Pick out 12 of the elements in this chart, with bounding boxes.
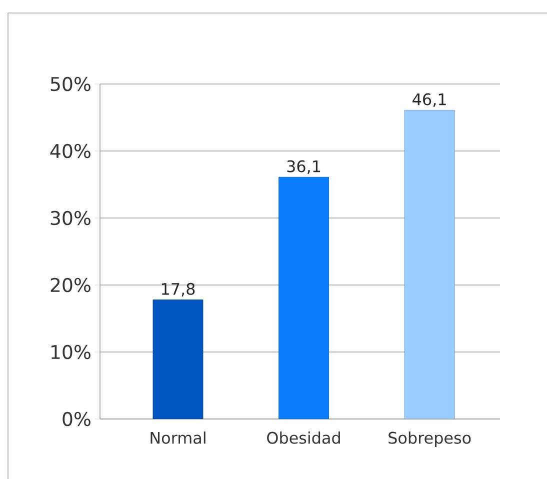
y-tick-label: 50% [50, 76, 90, 92]
x-tick-label: Sobrepeso [388, 432, 471, 447]
y-tick-label: 10% [51, 344, 90, 360]
data-label: 36,1 [287, 160, 320, 174]
y-tick-label: 40% [50, 144, 90, 158]
y-tick-label: 30% [50, 210, 90, 226]
x-tick-label: Normal [150, 432, 206, 444]
x-tick-label: Obesidad [267, 432, 340, 444]
data-label: 17,8 [162, 282, 195, 297]
y-tick-label: 20% [50, 278, 90, 292]
y-tick-label: 0% [62, 412, 90, 426]
data-label: 46,1 [412, 93, 446, 107]
